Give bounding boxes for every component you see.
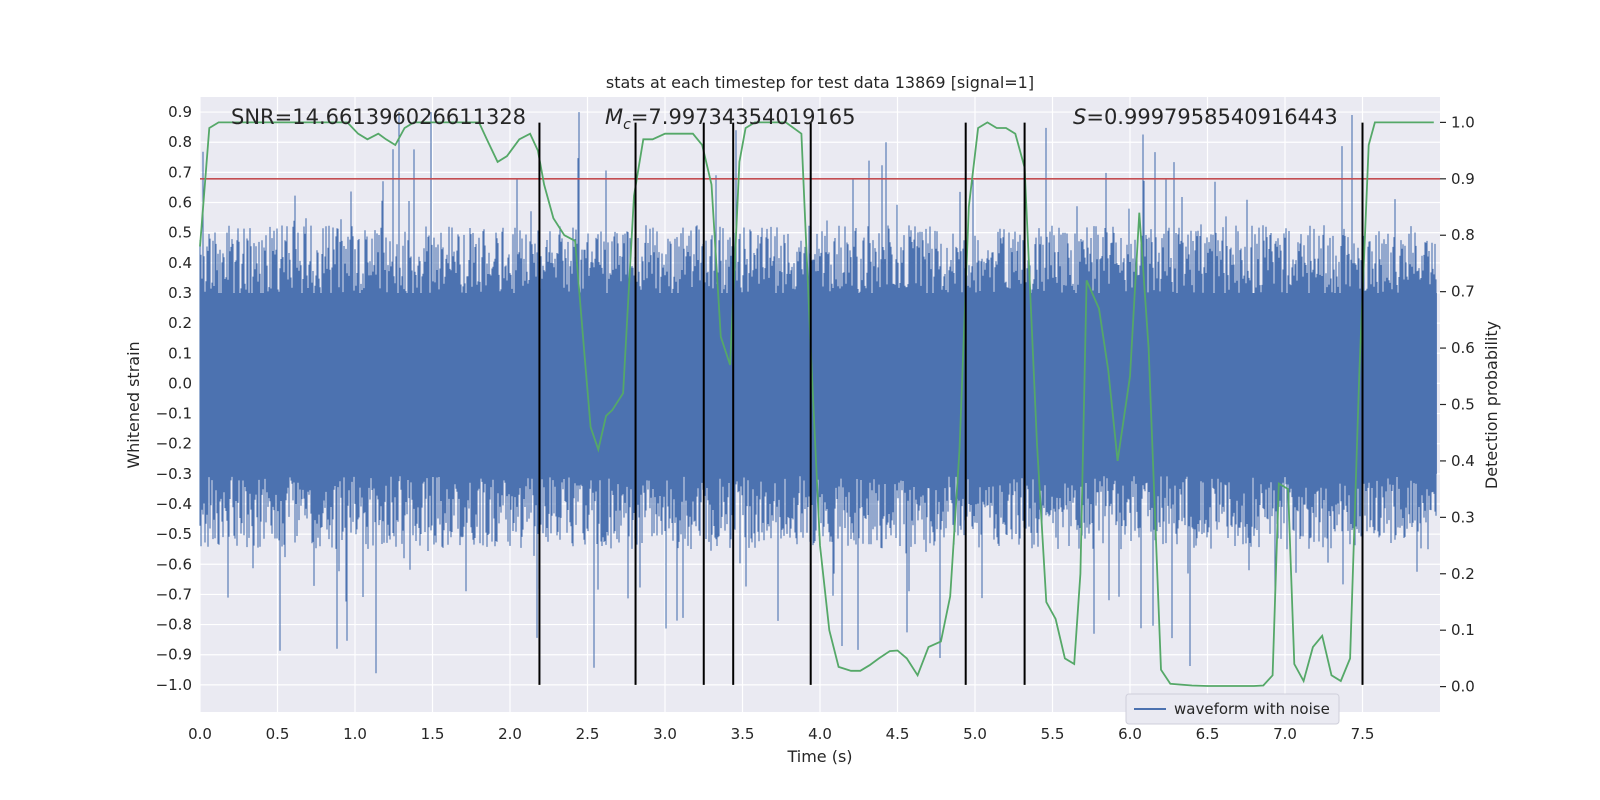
y-tick-label: −0.2: [156, 435, 192, 453]
y-tick-label: 0.0: [168, 374, 192, 392]
y-tick-label: −0.6: [156, 555, 192, 573]
waveform-series: [199, 112, 1437, 674]
y-tick-label: 0.9: [168, 103, 192, 121]
y-tick-label: 0.8: [168, 133, 192, 151]
y-tick-label: −1.0: [156, 676, 192, 694]
x-tick-label: 3.0: [653, 725, 677, 743]
probability-series: [199, 121, 1434, 687]
x-tick-label: 3.5: [731, 725, 755, 743]
y-tick-label: −0.5: [156, 525, 192, 543]
y2-tick-label: 0.5: [1451, 396, 1475, 414]
x-tick-label: 7.0: [1273, 725, 1297, 743]
y2-tick-label: 0.3: [1451, 508, 1475, 526]
x-tick-label: 5.0: [963, 725, 987, 743]
x-tick-label: 4.0: [808, 725, 832, 743]
y-tick-label: −0.3: [156, 465, 192, 483]
chirp-mass-subscript: c: [623, 117, 631, 133]
event-lines: [538, 122, 1364, 685]
chirp-mass-value: =7.99734354019165: [631, 105, 856, 129]
legend-label: waveform with noise: [1174, 700, 1330, 718]
y2-tick-label: 0.7: [1451, 283, 1475, 301]
x-tick-label: 2.0: [498, 725, 522, 743]
legend: waveform with noise: [1125, 693, 1340, 725]
probability-line: [199, 121, 1434, 687]
y-tick-label: −0.8: [156, 616, 192, 634]
y-tick-label: 0.2: [168, 314, 192, 332]
y-tick-label: 0.4: [168, 254, 192, 272]
y-tick-label: 0.5: [168, 224, 192, 242]
y-tick-label: −0.4: [156, 495, 192, 513]
snr-annotation: SNR=14.661396026611328: [231, 105, 526, 129]
chart-title: stats at each timestep for test data 138…: [606, 73, 1034, 92]
y-tick-label: −0.7: [156, 585, 192, 603]
y-tick-label: −0.9: [156, 646, 192, 664]
x-tick-label: 2.5: [576, 725, 600, 743]
chirp-mass-annotation: Mc=7.99734354019165: [605, 105, 856, 133]
x-tick-label: 6.0: [1118, 725, 1142, 743]
y2-tick-label: 0.8: [1451, 226, 1475, 244]
legend-box: [1125, 693, 1340, 725]
y2-axis-ticks: 1.0 0.9 0.8 0.7 0.6 0.5 0.4 0.3 0.2 0.1 0.0: [1440, 113, 1475, 696]
x-tick-label: 1.5: [421, 725, 445, 743]
waveform-core: [200, 292, 1437, 474]
y-tick-label: 0.1: [168, 344, 192, 362]
x-axis-label: Time (s): [786, 747, 852, 766]
y2-tick-label: 0.0: [1451, 678, 1475, 696]
y-tick-label: 0.6: [168, 194, 192, 212]
chirp-mass-symbol: M: [605, 105, 623, 129]
x-tick-label: 0.5: [266, 725, 290, 743]
x-tick-label: 7.5: [1351, 725, 1375, 743]
y2-tick-label: 0.6: [1451, 339, 1475, 357]
y-tick-label: 0.3: [168, 284, 192, 302]
x-tick-label: 5.5: [1041, 725, 1065, 743]
y-axis-ticks: 0.9 0.8 0.7 0.6 0.5 0.4 0.3 0.2 0.1 0.0 −0.1 −0.2 −0…: [156, 103, 192, 694]
x-axis-ticks: 0.0 0.5 1.0 1.5 2.0 2.5 3.0 3.5 4.0 4.5 5.0 5.5 6.0 6…: [188, 725, 1374, 743]
y2-tick-label: 0.4: [1451, 452, 1475, 470]
y2-tick-label: 0.1: [1451, 621, 1475, 639]
x-tick-label: 1.0: [343, 725, 367, 743]
x-tick-label: 0.0: [188, 725, 212, 743]
y2-tick-label: 0.2: [1451, 565, 1475, 583]
y2-axis-label: Detection probability: [1482, 321, 1501, 489]
spin-value: =0.9997958540916443: [1086, 105, 1337, 129]
spin-symbol: S: [1073, 105, 1086, 129]
y-tick-label: −0.1: [156, 405, 192, 423]
y2-tick-label: 0.9: [1451, 170, 1475, 188]
y2-tick-label: 1.0: [1451, 113, 1475, 131]
x-tick-label: 6.5: [1196, 725, 1220, 743]
spin-annotation: S=0.9997958540916443: [1073, 105, 1338, 129]
x-tick-label: 4.5: [886, 725, 910, 743]
y-axis-label: Whitened strain: [124, 341, 143, 468]
y-tick-label: 0.7: [168, 163, 192, 181]
